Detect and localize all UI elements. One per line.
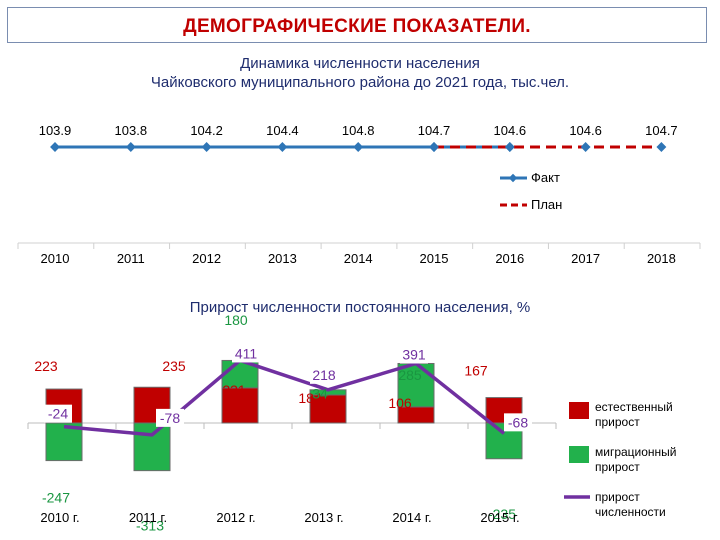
- chart2-label-total: -68: [508, 414, 528, 430]
- chart1-value-label: 104.8: [342, 123, 375, 138]
- chart2-label-total: 218: [312, 367, 336, 383]
- chart2-legend-label: прирост численности: [595, 490, 666, 519]
- chart1-value-label: 104.7: [418, 123, 451, 138]
- chart2-label-migration: -247: [42, 490, 70, 506]
- chart2-legend-swatch-migration: [569, 446, 589, 463]
- chart2-label-natural: 167: [464, 363, 488, 379]
- chart1-category-label: 2010: [41, 251, 70, 266]
- chart2-label-total: 391: [402, 346, 426, 362]
- chart2-legend-label: миграционный прирост: [595, 445, 677, 474]
- chart1-point: [201, 142, 212, 152]
- chart2-label-migration: 34: [312, 385, 328, 401]
- chart2-category-label: 2012 г.: [216, 510, 255, 525]
- chart2-label-total-bg: [504, 413, 532, 432]
- population-line-chart: 103.9 103.8 104.2 104.4 104.8 104.7 104.6 104.6…: [17, 123, 701, 266]
- chart1-category-label: 2017: [571, 251, 600, 266]
- chart1-category-label: 2012: [192, 251, 221, 266]
- chart2-label-total-bg: [232, 344, 260, 363]
- chart1-legend-label: План: [531, 197, 562, 212]
- chart2-label-natural: 231: [222, 382, 246, 398]
- chart2-label-total-bg: [400, 345, 428, 364]
- chart2-category-label: 2010 г.: [40, 510, 79, 525]
- chart1-value-label: 104.4: [266, 123, 299, 138]
- chart2-label-total-bg: [310, 365, 338, 384]
- chart2-label-total-bg: [156, 408, 184, 427]
- chart2-bar-migration: [133, 422, 171, 472]
- chart2-label-migration: 285: [398, 367, 422, 383]
- chart1-value-label: 104.6: [494, 123, 527, 138]
- chart1-point: [656, 142, 667, 152]
- chart1-value-label: 104.2: [190, 123, 223, 138]
- chart2-category-label: 2011 г.: [129, 510, 167, 525]
- chart2-category-label: 2015 г.: [480, 510, 519, 525]
- chart1-point: [504, 142, 515, 152]
- chart2-legend-swatch-natural: [569, 402, 589, 419]
- chart2-label-migration: -313: [136, 518, 164, 534]
- chart2-category-label: 2013 г.: [304, 510, 343, 525]
- chart1-title: Динамика численности населения Чайковско…: [40, 54, 680, 92]
- chart2-label-total: -78: [160, 410, 180, 426]
- chart1-value-label: 104.6: [569, 123, 602, 138]
- chart2-category-label: 2014 г.: [392, 510, 431, 525]
- chart1-category-label: 2015: [420, 251, 449, 266]
- chart2-label-total-bg: [44, 404, 72, 423]
- chart1-title-line1: Динамика численности населения: [240, 55, 480, 72]
- chart1-title-line2: Чайковского муниципального района до 202…: [150, 74, 570, 91]
- chart1-category-label: 2011: [117, 251, 145, 266]
- chart1-point: [277, 142, 288, 152]
- chart2-label-natural: 235: [162, 358, 186, 374]
- chart1-category-label: 2014: [344, 251, 373, 266]
- chart2-bar-migration: [397, 362, 435, 408]
- chart2-label-natural: 106: [388, 395, 412, 411]
- chart2-label-migration: -235: [488, 506, 516, 522]
- chart2-label-total: -24: [48, 406, 68, 422]
- chart1-point: [125, 142, 136, 152]
- chart1-point: [580, 142, 591, 152]
- chart1-category-label: 2018: [647, 251, 676, 266]
- chart2-title: Прирост численности постоянного населени…: [189, 299, 531, 316]
- chart2-bar-natural: [221, 387, 259, 424]
- chart2-label-natural: 223: [34, 358, 58, 374]
- page-title: ДЕМОГРАФИЧЕСКИЕ ПОКАЗАТЕЛИ.: [183, 16, 531, 37]
- page-header: ДЕМОГРАФИЧЕСКИЕ ПОКАЗАТЕЛИ.: [7, 7, 707, 43]
- chart2-label-natural: 184: [298, 390, 322, 406]
- chart1-point: [50, 142, 60, 152]
- chart1-value-label: 103.9: [39, 123, 72, 138]
- chart1-category-label: 2013: [268, 251, 297, 266]
- chart1-category-label: 2016: [495, 251, 524, 266]
- chart1-point: [353, 142, 364, 152]
- chart2-label-total: 411: [235, 345, 258, 361]
- chart1-legend-label: Факт: [531, 170, 560, 185]
- chart1-value-label: 104.7: [645, 123, 678, 138]
- chart1-value-label: 103.8: [115, 123, 148, 138]
- chart1-point: [429, 142, 439, 152]
- chart2-legend-label: естественный прирост: [595, 400, 673, 429]
- chart2-total-line: [63, 358, 506, 437]
- chart2-label-migration: 180: [224, 312, 248, 328]
